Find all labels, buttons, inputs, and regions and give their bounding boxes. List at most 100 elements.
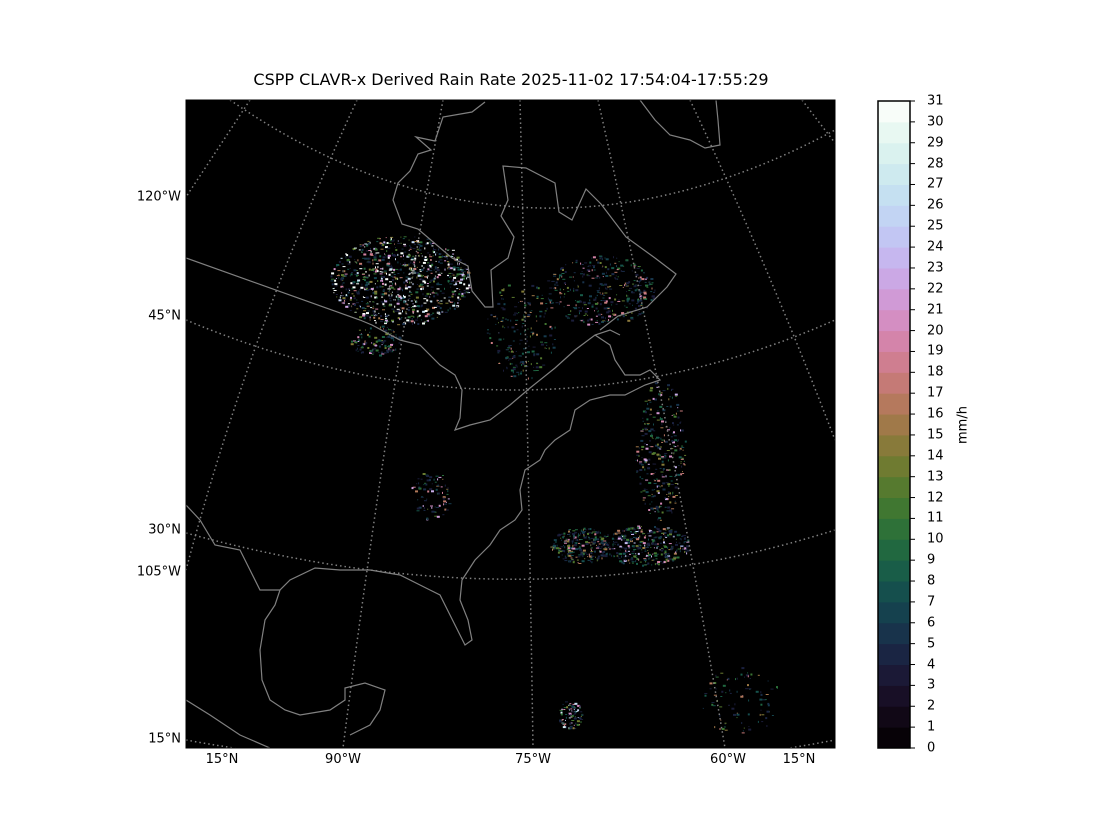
rain-pixel	[607, 286, 610, 288]
rain-pixel	[396, 291, 399, 293]
rain-pixel	[564, 540, 568, 542]
rain-pixel	[670, 484, 674, 485]
rain-pixel	[535, 315, 537, 318]
rain-pixel	[412, 276, 414, 278]
rain-pixel	[389, 298, 392, 300]
rain-pixel	[378, 352, 380, 353]
rain-pixel	[595, 556, 596, 558]
rain-pixel	[467, 276, 471, 278]
colorbar-bin	[878, 434, 910, 457]
rain-pixel	[672, 441, 675, 444]
rain-pixel	[664, 453, 668, 455]
rain-pixel	[614, 538, 616, 540]
rain-pixel	[671, 396, 673, 399]
rain-pixel	[573, 708, 575, 711]
rain-pixel	[579, 706, 581, 708]
rain-pixel	[597, 538, 600, 541]
colorbar-bin	[878, 101, 910, 123]
rain-pixel	[655, 444, 658, 447]
rain-pixel	[420, 478, 423, 480]
rain-pixel	[640, 269, 643, 272]
rain-pixel	[654, 472, 656, 473]
rain-pixel	[446, 249, 450, 251]
left-label-120w: 120°W	[136, 189, 181, 205]
colorbar-bin	[878, 142, 910, 165]
rain-pixel	[565, 316, 569, 318]
rain-pixel	[657, 518, 659, 521]
rain-pixel	[549, 287, 553, 289]
rain-pixel	[436, 293, 439, 296]
rain-pixel	[665, 553, 667, 556]
rain-pixel	[561, 708, 564, 710]
rain-pixel	[442, 496, 446, 499]
rain-pixel	[570, 714, 572, 717]
rain-pixel	[382, 243, 384, 246]
rain-pixel	[417, 323, 420, 325]
rain-pixel	[667, 552, 670, 554]
rain-pixel	[637, 315, 639, 317]
rain-pixel	[683, 460, 685, 462]
rain-rate-field	[330, 236, 778, 734]
rain-pixel	[593, 266, 595, 269]
rain-pixel	[563, 296, 565, 298]
colorbar-tick-label: 18	[927, 364, 944, 380]
rain-pixel	[580, 273, 583, 275]
rain-pixel	[745, 674, 749, 677]
rain-pixel	[370, 247, 371, 250]
rain-pixel	[711, 703, 714, 706]
rain-pixel	[350, 296, 352, 299]
rain-pixel	[403, 295, 406, 298]
rain-pixel	[510, 319, 512, 322]
rain-pixel	[446, 488, 449, 490]
rain-pixel	[408, 239, 410, 241]
rain-pixel	[384, 340, 386, 341]
rain-pixel	[562, 703, 564, 705]
rain-pixel	[513, 375, 517, 378]
rain-pixel	[568, 728, 570, 730]
colorbar-tick-label: 15	[927, 427, 944, 443]
rain-pixel	[451, 249, 455, 251]
rain-pixel	[720, 719, 722, 721]
rain-pixel	[414, 236, 416, 238]
rain-pixel	[356, 347, 358, 350]
rain-pixel	[442, 475, 444, 476]
rain-pixel	[440, 300, 443, 302]
rain-pixel	[340, 257, 343, 259]
rain-pixel	[641, 478, 644, 480]
rain-pixel	[431, 264, 434, 267]
rain-pixel	[631, 562, 634, 564]
rain-pixel	[637, 552, 640, 555]
rain-pixel	[429, 264, 432, 266]
rain-pixel	[349, 275, 351, 277]
rain-pixel	[671, 448, 674, 450]
rain-pixel	[587, 542, 591, 544]
rain-pixel	[604, 547, 606, 549]
rain-pixel	[372, 310, 375, 313]
rain-pixel	[427, 518, 429, 520]
rain-pixel	[418, 315, 421, 317]
rain-pixel	[540, 341, 543, 343]
rain-pixel	[434, 268, 438, 270]
rain-pixel	[659, 467, 662, 469]
colorbar-tick-label: 19	[927, 343, 944, 359]
rain-pixel	[620, 270, 622, 272]
rain-pixel	[669, 533, 672, 536]
rain-pixel	[554, 287, 557, 290]
rain-pixel	[568, 717, 571, 719]
rain-pixel	[409, 273, 411, 274]
rain-pixel	[447, 274, 449, 276]
rain-pixel	[507, 284, 511, 287]
rain-pixel	[536, 295, 539, 298]
rain-pixel	[398, 336, 401, 339]
rain-pixel	[390, 264, 392, 267]
rain-pixel	[638, 537, 640, 540]
rain-pixel	[384, 313, 386, 316]
rain-pixel	[624, 282, 627, 285]
rain-pixel	[550, 351, 552, 354]
rain-pixel	[680, 429, 681, 432]
rain-pixel	[447, 490, 449, 493]
rain-pixel	[578, 547, 582, 550]
rain-pixel	[575, 533, 577, 535]
rain-pixel	[350, 305, 352, 307]
rain-pixel	[505, 356, 509, 359]
